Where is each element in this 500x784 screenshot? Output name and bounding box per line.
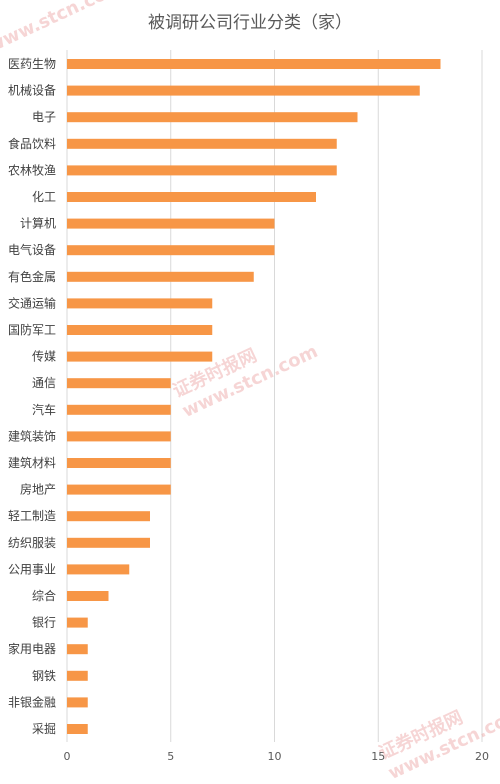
category-label: 电气设备: [8, 242, 56, 257]
category-label: 食品饮料: [8, 136, 56, 151]
chart-title: 被调研公司行业分类（家）: [148, 13, 352, 33]
category-label: 非银金融: [8, 694, 56, 709]
bar-9: [67, 298, 213, 309]
category-label: 农林牧渔: [8, 163, 56, 177]
bars: [67, 59, 441, 734]
category-label: 建筑材料: [8, 455, 56, 470]
bar-13: [67, 404, 171, 415]
category-label: 国防军工: [8, 322, 56, 337]
category-label: 采掘: [32, 721, 56, 736]
bar-23: [67, 670, 88, 681]
bar-2: [67, 112, 358, 123]
category-label: 综合: [32, 588, 56, 603]
bar-20: [67, 591, 109, 601]
category-label: 计算机: [20, 216, 56, 231]
category-label: 有色金属: [8, 269, 56, 284]
category-label: 银行: [32, 616, 56, 630]
bar-22: [67, 644, 88, 655]
bar-8: [67, 271, 254, 282]
bar-24: [67, 697, 88, 708]
bar-7: [67, 245, 275, 256]
x-tick-labels: 0 5 10 15 20: [64, 750, 490, 763]
bar-17: [67, 511, 150, 522]
category-label: 机械设备: [8, 83, 56, 98]
category-label: 房地产: [20, 482, 56, 497]
bar-15: [67, 458, 171, 468]
category-label: 钢铁: [32, 669, 56, 683]
bar-6: [67, 218, 275, 229]
bar-11: [67, 351, 213, 362]
category-label: 家用电器: [8, 641, 56, 656]
bar-25: [67, 724, 88, 734]
x-tick-label: 5: [167, 750, 174, 763]
bar-0: [67, 59, 441, 69]
bar-16: [67, 484, 171, 495]
bar-5: [67, 192, 316, 202]
bar-21: [67, 617, 88, 628]
category-label: 电子: [32, 110, 56, 124]
category-label: 传媒: [32, 349, 56, 364]
category-label: 化工: [32, 190, 56, 204]
x-tick-label: 10: [268, 750, 282, 763]
x-tick-label: 20: [475, 750, 489, 763]
bar-19: [67, 564, 130, 575]
category-label: 汽车: [32, 402, 56, 417]
grid-lines: [66, 50, 483, 742]
bar-4: [67, 165, 337, 176]
category-label: 纺织服装: [8, 536, 56, 550]
category-label: 轻工制造: [8, 509, 56, 523]
bar-3: [67, 138, 337, 149]
category-label: 建筑装饰: [8, 428, 56, 443]
category-labels: 医药生物机械设备电子食品饮料农林牧渔化工计算机电气设备有色金属交通运输国防军工传…: [8, 57, 56, 736]
bar-12: [67, 378, 171, 389]
x-tick-label: 0: [64, 750, 71, 763]
bar-14: [67, 431, 171, 442]
category-label: 交通运输: [8, 295, 56, 310]
category-label: 公用事业: [8, 562, 56, 576]
bar-10: [67, 325, 213, 335]
x-tick-label: 15: [371, 750, 385, 763]
category-label: 通信: [32, 376, 56, 390]
bar-18: [67, 537, 150, 548]
bar-1: [67, 85, 420, 96]
category-label: 医药生物: [8, 57, 56, 71]
